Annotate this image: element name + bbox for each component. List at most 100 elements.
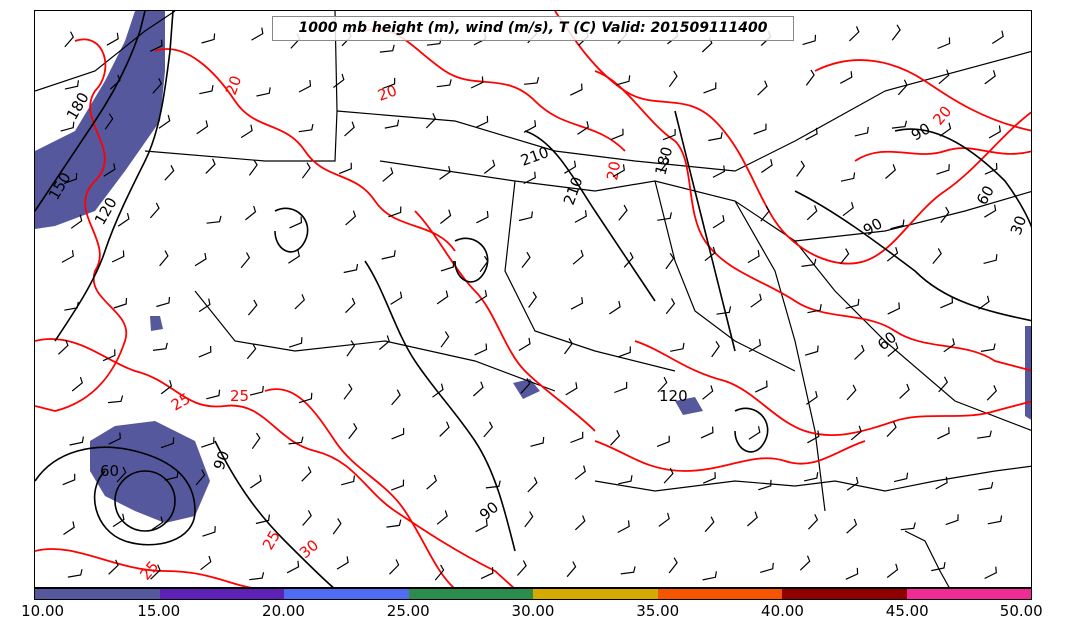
height-contour-central xyxy=(364,260,516,552)
wind-barb xyxy=(391,389,401,406)
wind-barb xyxy=(62,473,76,486)
wind-barb xyxy=(656,435,670,447)
wind-barb xyxy=(937,37,951,50)
wind-barb xyxy=(530,436,545,447)
height-contour-small-1 xyxy=(274,207,309,253)
wind-barb xyxy=(754,380,768,393)
shade-region-northwest xyxy=(35,11,165,229)
wind-barb xyxy=(931,561,946,572)
wind-barb xyxy=(106,32,119,46)
wind-barb xyxy=(198,345,212,358)
wind-barb xyxy=(149,202,160,219)
wind-barb xyxy=(574,515,586,531)
wind-barb xyxy=(668,70,678,88)
wind-barb xyxy=(614,381,628,394)
map-title: 1000 mb height (m), wind (m/s), T (C) Va… xyxy=(272,16,794,41)
wind-barb xyxy=(988,125,1001,139)
wind-barb xyxy=(711,340,720,358)
wind-barb xyxy=(943,338,955,353)
wind-barb xyxy=(805,127,818,141)
wind-barb xyxy=(249,572,265,581)
boundaries xyxy=(35,11,1031,587)
wind-barb xyxy=(64,301,79,311)
boundary-2 xyxy=(144,11,338,162)
colorbar-segment xyxy=(906,589,1031,599)
wind-barb xyxy=(936,164,950,175)
wind-barb xyxy=(663,467,674,484)
wind-barb xyxy=(381,250,396,260)
wind-barb xyxy=(516,560,527,576)
wind-barb xyxy=(102,349,116,362)
wind-barb xyxy=(570,431,584,444)
wind-barb xyxy=(63,521,75,535)
temp-contour-1 xyxy=(35,38,128,412)
wind-barb xyxy=(436,79,452,88)
wind-barb xyxy=(390,479,405,491)
wind-barb xyxy=(333,73,345,88)
wind-barb xyxy=(160,437,175,449)
colorbar-tick-label: 45.00 xyxy=(885,602,929,620)
wind-barb xyxy=(348,422,358,440)
wind-barb xyxy=(245,205,257,221)
boundary-florida xyxy=(904,530,950,587)
wind-barb xyxy=(150,39,163,52)
colorbar-segment xyxy=(159,589,284,599)
wind-barb xyxy=(665,298,676,315)
wind-barb xyxy=(757,80,768,96)
wind-barb xyxy=(887,342,899,357)
colorbar-tick-label: 40.00 xyxy=(761,602,804,620)
wind-barb xyxy=(804,345,819,356)
temp-contour-6 xyxy=(554,11,1031,265)
wind-barb xyxy=(700,426,714,439)
wind-barb xyxy=(436,510,448,525)
wind-barb xyxy=(434,564,445,581)
height-contour-small-2 xyxy=(454,237,489,283)
wind-barb xyxy=(565,382,578,396)
wind-barb xyxy=(158,114,171,129)
temperature-contours xyxy=(35,11,1031,587)
wind-barb xyxy=(983,254,998,264)
wind-barb xyxy=(108,559,119,575)
wind-barb xyxy=(475,115,489,128)
contour-label: 210 xyxy=(560,174,587,207)
wind-barb xyxy=(439,421,450,437)
wind-barb xyxy=(703,82,717,94)
wind-barb xyxy=(747,511,758,527)
wind-barb xyxy=(796,160,806,177)
wind-barb xyxy=(886,563,899,578)
temp-contour-4 xyxy=(154,48,456,252)
wind-barb xyxy=(341,475,355,486)
colorbar-tick-label: 35.00 xyxy=(636,602,680,620)
map-canvas: 180 150 120 210 210 180 120 90 90 60 90 … xyxy=(35,11,1031,587)
wind-barb xyxy=(670,342,685,352)
contour-label: 25 xyxy=(168,389,194,414)
wind-barb xyxy=(109,74,121,90)
wind-speed-shading xyxy=(35,11,1031,523)
wind-barb xyxy=(71,376,84,392)
wind-barb xyxy=(574,465,586,480)
wind-barb xyxy=(440,331,450,348)
wind-barb xyxy=(938,69,950,85)
wind-barb xyxy=(57,339,69,355)
wind-barb xyxy=(900,522,916,531)
wind-barb xyxy=(840,71,853,84)
wind-barb xyxy=(440,209,452,224)
wind-barb xyxy=(200,555,212,571)
shade-region-west-small xyxy=(150,316,163,331)
contour-label: 90 xyxy=(476,498,502,524)
wind-barb xyxy=(160,380,173,395)
wind-barb xyxy=(288,250,300,264)
boundary-1 xyxy=(35,11,176,92)
wind-barb xyxy=(386,519,402,528)
wind-barb xyxy=(202,526,216,537)
wind-barb xyxy=(984,70,996,85)
wind-barb xyxy=(760,562,774,573)
height-contour-small-3 xyxy=(734,407,769,453)
wind-barb xyxy=(657,212,672,221)
wind-barb xyxy=(845,567,859,580)
height-contour-180 xyxy=(674,110,736,352)
wind-barb xyxy=(899,383,910,399)
wind-barb xyxy=(64,31,75,48)
wind-barb xyxy=(750,293,762,308)
wind-barb xyxy=(240,124,253,139)
